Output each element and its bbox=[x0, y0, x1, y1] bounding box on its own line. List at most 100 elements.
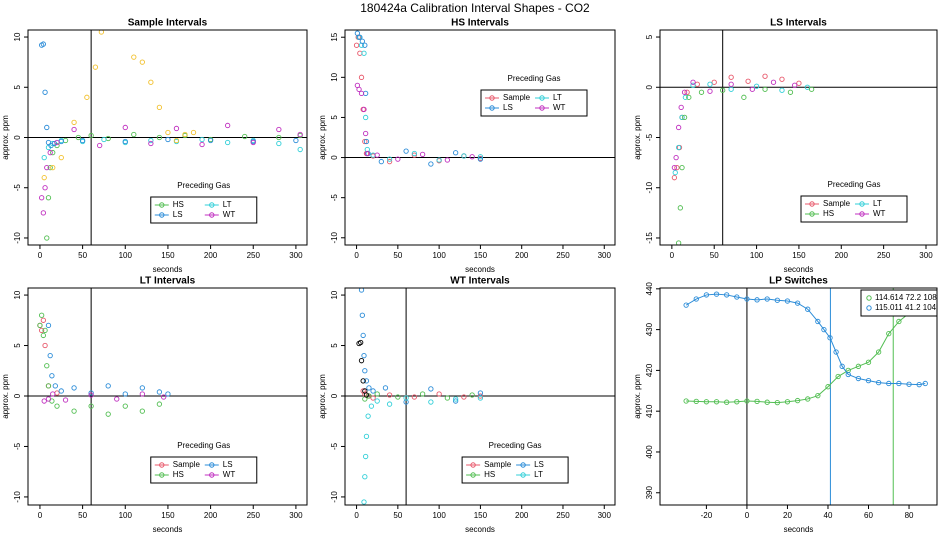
y-tick-label: 10 bbox=[13, 32, 22, 41]
x-tick-label: 300 bbox=[289, 251, 303, 260]
point bbox=[469, 154, 475, 160]
point bbox=[386, 392, 393, 398]
point bbox=[825, 384, 831, 390]
point bbox=[675, 124, 682, 131]
point bbox=[366, 385, 372, 391]
point bbox=[139, 408, 145, 414]
point bbox=[52, 383, 58, 389]
x-axis-label: seconds bbox=[465, 265, 495, 274]
legend-symbol bbox=[159, 472, 165, 478]
point bbox=[115, 5, 119, 9]
point bbox=[411, 152, 418, 158]
x-tick-label: 0 bbox=[354, 511, 359, 520]
point bbox=[47, 149, 53, 156]
legend-symbol bbox=[159, 202, 165, 208]
plot-frame bbox=[659, 29, 938, 246]
x-tick-label: 200 bbox=[835, 251, 849, 260]
point bbox=[855, 375, 862, 382]
point bbox=[361, 106, 367, 113]
point bbox=[382, 385, 389, 391]
point bbox=[374, 152, 380, 158]
point bbox=[366, 393, 372, 399]
legend-title: Preceding Gas bbox=[508, 74, 561, 83]
y-tick-label: -10 bbox=[645, 181, 654, 193]
point bbox=[122, 391, 128, 397]
point bbox=[207, 137, 214, 144]
point bbox=[805, 396, 811, 402]
plot-frame bbox=[344, 287, 616, 506]
point bbox=[703, 399, 710, 405]
point bbox=[122, 124, 128, 131]
point bbox=[75, 134, 81, 141]
panel-title: LS Intervals bbox=[770, 18, 827, 29]
point bbox=[165, 129, 171, 136]
point bbox=[173, 137, 180, 144]
point bbox=[97, 142, 103, 149]
x-tick-label: 200 bbox=[204, 511, 218, 520]
legend-box bbox=[480, 89, 588, 117]
point bbox=[190, 129, 197, 136]
point bbox=[395, 394, 401, 400]
point bbox=[362, 368, 368, 374]
point bbox=[42, 185, 48, 191]
point bbox=[156, 389, 163, 395]
point bbox=[363, 138, 370, 145]
point bbox=[62, 137, 69, 144]
legend-box bbox=[150, 456, 258, 484]
point bbox=[436, 391, 442, 397]
plot-area bbox=[28, 288, 307, 505]
figure-title: 180424a Calibration Interval Shapes - CO… bbox=[360, 1, 590, 15]
point bbox=[250, 139, 256, 146]
point bbox=[71, 385, 77, 391]
point bbox=[354, 30, 361, 36]
point bbox=[106, 5, 110, 9]
point bbox=[886, 380, 892, 387]
legend-label: HS bbox=[484, 470, 495, 479]
y-tick-label: 0 bbox=[330, 393, 339, 398]
point bbox=[105, 383, 111, 389]
point bbox=[131, 54, 137, 60]
point bbox=[754, 398, 760, 405]
point bbox=[452, 398, 459, 404]
point bbox=[461, 153, 467, 159]
point bbox=[225, 139, 231, 146]
point bbox=[358, 358, 365, 364]
point bbox=[469, 392, 475, 398]
y-axis-label: approx. ppm bbox=[318, 115, 327, 160]
point bbox=[58, 388, 64, 394]
point bbox=[855, 363, 862, 369]
legend-box bbox=[860, 289, 938, 317]
point bbox=[378, 158, 384, 165]
legend-label: WT bbox=[553, 103, 566, 112]
legend-symbol bbox=[520, 472, 526, 478]
point bbox=[45, 396, 52, 402]
y-axis-label: approx. ppm bbox=[1, 115, 10, 160]
point bbox=[50, 164, 56, 171]
point bbox=[796, 80, 802, 86]
point bbox=[770, 79, 777, 85]
point bbox=[41, 175, 47, 181]
point bbox=[744, 296, 750, 302]
x-tick-label: 100 bbox=[119, 251, 133, 260]
point bbox=[42, 89, 48, 95]
plot-area bbox=[345, 30, 615, 167]
point bbox=[906, 381, 912, 387]
point bbox=[79, 137, 86, 144]
point bbox=[40, 41, 47, 47]
x-tick-label: 100 bbox=[432, 511, 446, 520]
legend-symbol bbox=[866, 305, 872, 311]
point bbox=[374, 398, 380, 404]
legend-symbol bbox=[209, 212, 215, 218]
point bbox=[131, 131, 137, 138]
point bbox=[37, 322, 43, 328]
point bbox=[678, 104, 684, 111]
point bbox=[50, 391, 56, 397]
point bbox=[682, 94, 689, 100]
legend-label: Sample bbox=[503, 93, 531, 102]
point bbox=[71, 119, 77, 126]
point bbox=[50, 149, 56, 156]
point bbox=[41, 154, 47, 161]
point bbox=[762, 73, 768, 79]
plot-area bbox=[660, 30, 937, 245]
x-tick-label: 250 bbox=[556, 251, 570, 260]
